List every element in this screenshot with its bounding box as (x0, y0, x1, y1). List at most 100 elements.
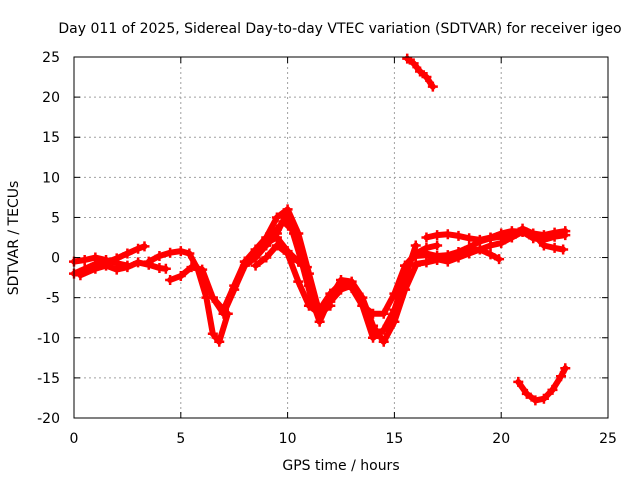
data-point (154, 250, 165, 261)
data-point (229, 284, 240, 295)
x-tick-label: 5 (176, 431, 185, 447)
x-axis-label: GPS time / hours (282, 458, 399, 474)
data-point (432, 254, 443, 265)
data-point (560, 363, 571, 374)
data-point (421, 232, 432, 243)
data-point (303, 280, 314, 291)
data-point (282, 246, 293, 257)
y-tick-label: -5 (46, 291, 60, 307)
data-point (160, 263, 171, 274)
data-point (261, 252, 272, 263)
data-point (378, 308, 389, 319)
data-point (286, 224, 297, 235)
data-point (410, 250, 421, 261)
data-point (122, 262, 133, 273)
data-point (101, 260, 112, 271)
x-tick-labels: 0 5 10 15 20 25 (70, 431, 617, 447)
data-point (368, 308, 379, 319)
data-point (122, 248, 133, 259)
data-point (442, 252, 453, 263)
data-point (415, 66, 426, 77)
data-point (494, 254, 505, 265)
data-point (558, 244, 569, 255)
x-tick-label: 15 (385, 431, 403, 447)
data-point (556, 371, 567, 382)
x-tick-label: 25 (599, 431, 617, 447)
data-point (165, 275, 176, 286)
data-point (464, 245, 475, 256)
data-point (485, 249, 496, 260)
data-point (165, 247, 176, 258)
data-point (549, 231, 560, 242)
data-point (400, 260, 411, 271)
data-point (453, 249, 464, 260)
data-point (336, 284, 346, 295)
series-group (69, 53, 571, 406)
data-point (301, 262, 312, 273)
data-point (79, 254, 90, 265)
data-point (432, 240, 443, 251)
data-point (549, 242, 560, 253)
data-point (427, 81, 438, 92)
plot-frame (73, 56, 609, 419)
data-point (90, 263, 101, 274)
x-tick-label: 0 (70, 431, 79, 447)
data-point (400, 272, 411, 283)
data-point (184, 248, 195, 259)
data-point (408, 58, 419, 69)
y-tick-label: 20 (42, 90, 60, 106)
data-point (528, 228, 539, 239)
data-point (432, 230, 443, 241)
data-point (214, 336, 225, 347)
y-tick-label: 0 (51, 251, 60, 267)
data-point (346, 280, 357, 291)
data-point (506, 230, 517, 241)
data-point (278, 216, 289, 227)
data-point (378, 324, 389, 335)
data-point (239, 256, 250, 267)
y-tick-label: 5 (51, 210, 60, 226)
data-point (421, 72, 432, 83)
y-tick-label: 15 (42, 130, 60, 146)
data-point (389, 304, 400, 315)
data-point (485, 233, 496, 244)
series-track-d (145, 248, 231, 345)
y-tick-label: -15 (37, 371, 60, 387)
data-point (75, 270, 86, 281)
series-track-h (252, 242, 419, 341)
data-point (560, 230, 571, 241)
x-tick-label: 20 (492, 431, 510, 447)
data-point (421, 257, 432, 268)
data-point (368, 332, 379, 343)
x-tick-label: 10 (279, 431, 297, 447)
data-point (293, 276, 304, 287)
data-point (282, 204, 293, 215)
data-point (530, 395, 541, 406)
y-axis-label: SDTVAR / TECUs (6, 181, 22, 296)
data-point (207, 292, 218, 303)
data-point (421, 248, 432, 259)
y-tick-label: 10 (42, 170, 60, 186)
y-tick-label: 25 (42, 50, 60, 66)
chart-title: Day 011 of 2025, Sidereal Day-to-day VTE… (58, 21, 621, 37)
data-point (402, 53, 413, 64)
data-point (464, 233, 475, 244)
data-point (139, 241, 150, 252)
y-tick-label: -10 (37, 331, 60, 347)
data-point (538, 240, 549, 251)
data-point (314, 308, 325, 319)
data-point (175, 246, 186, 257)
data-point (513, 376, 524, 387)
data-point (250, 260, 261, 271)
data-point (410, 258, 421, 269)
data-point (303, 300, 314, 311)
data-point (218, 308, 229, 319)
data-point (111, 264, 122, 275)
data-point (538, 393, 549, 404)
data-point (453, 230, 464, 241)
data-point (133, 243, 144, 254)
data-point (357, 300, 368, 311)
data-point (442, 229, 453, 240)
data-point (293, 256, 304, 267)
